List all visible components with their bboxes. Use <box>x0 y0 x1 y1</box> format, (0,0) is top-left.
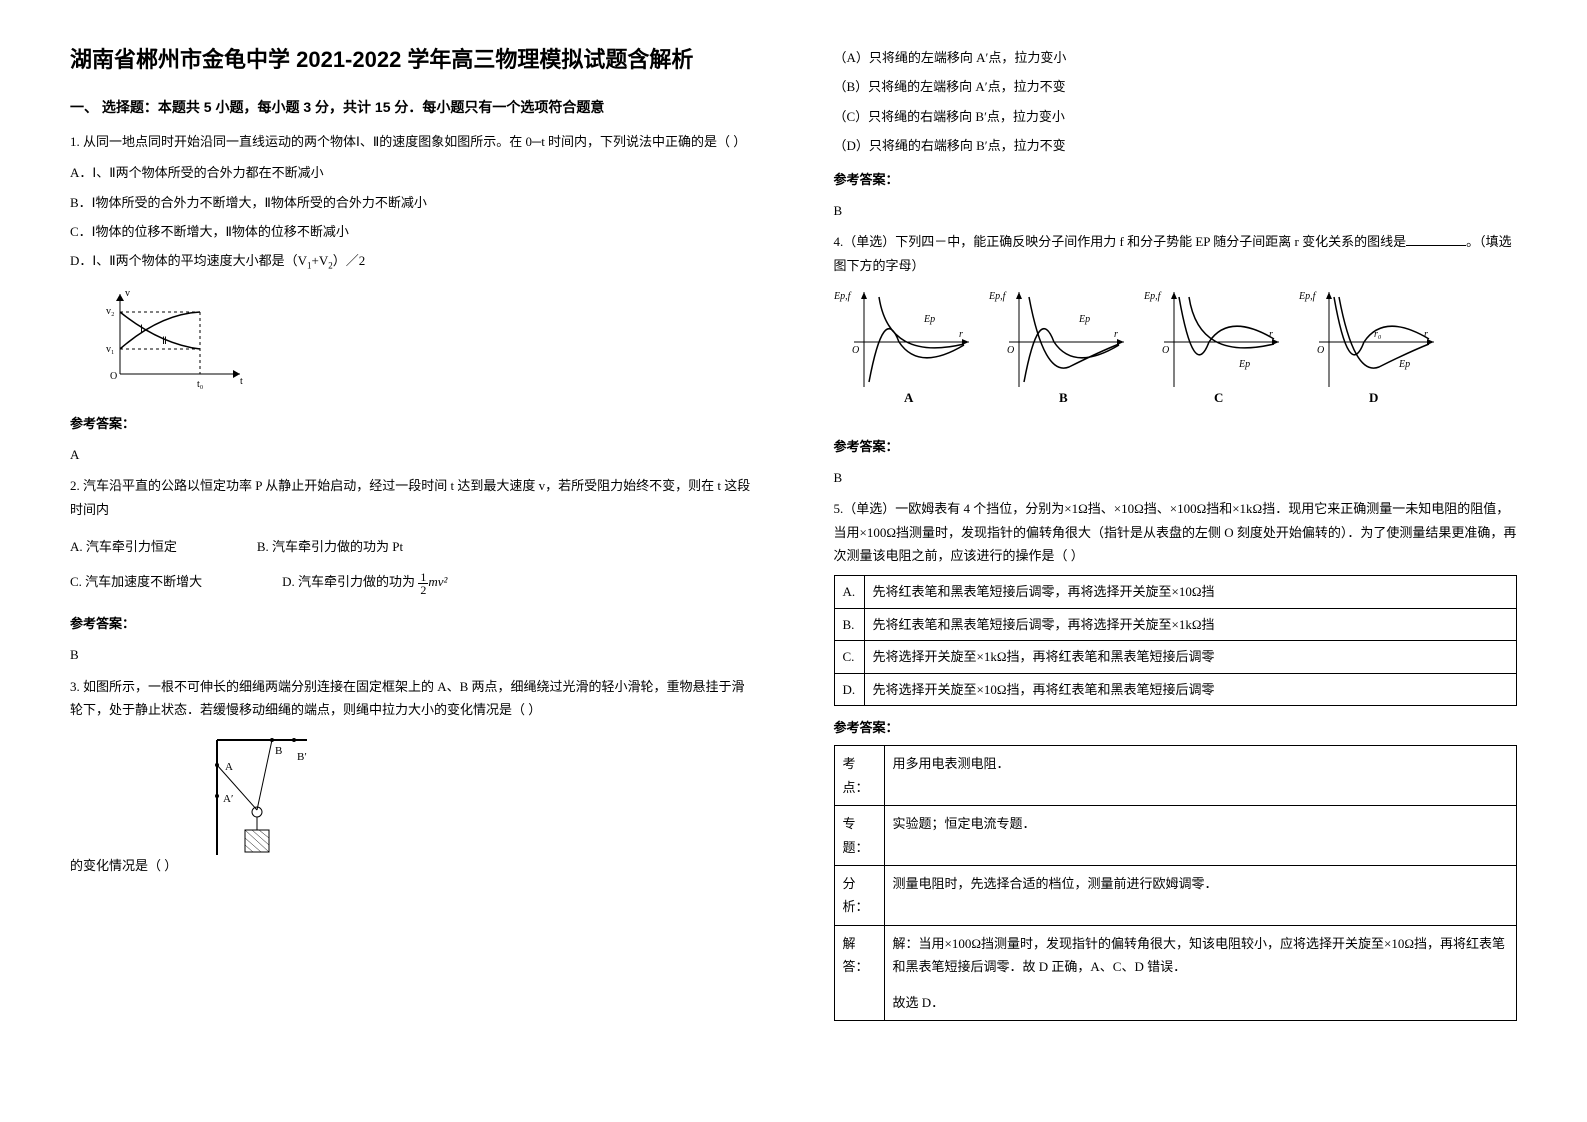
q1-answer-head: 参考答案： <box>70 412 754 435</box>
q5-answer-table: 考点：用多用电表测电阻． 专题：实验题；恒定电流专题． 分析：测量电阻时，先选择… <box>834 745 1518 1021</box>
q1-opt-c: C．Ⅰ物体的位移不断增大，Ⅱ物体的位移不断减小 <box>70 220 754 243</box>
svg-text:v₁: v₁ <box>106 344 115 355</box>
q4-answer: B <box>834 466 1518 489</box>
svg-text:Ep: Ep <box>1398 359 1410 370</box>
svg-text:Ⅰ: Ⅰ <box>140 324 143 335</box>
q4-answer-head: 参考答案： <box>834 435 1518 458</box>
svg-text:r: r <box>1114 329 1118 340</box>
svg-text:D: D <box>1369 390 1378 405</box>
q2-opt-d: D. 汽车牵引力做的功为 12mv² <box>282 570 447 596</box>
svg-text:r: r <box>959 329 963 340</box>
q3-diagram: A A′ B B′ <box>197 730 327 877</box>
right-column: （A）只将绳的左端移向 A′点，拉力变小 （B）只将绳的左端移向 A′点，拉力不… <box>794 30 1558 1092</box>
svg-text:O: O <box>1317 345 1324 356</box>
q5-opt-a: 先将红表笔和黑表笔短接后调零，再将选择开关旋至×10Ω挡 <box>864 576 1517 608</box>
q3-tail: 的变化情况是（ ） <box>70 854 177 877</box>
q5-opt-d: 先将选择开关旋至×10Ω挡，再将红表笔和黑表笔短接后调零 <box>864 673 1517 705</box>
svg-text:t₀: t₀ <box>197 379 204 390</box>
svg-text:Ep,f: Ep,f <box>1143 291 1162 302</box>
q2-answer-head: 参考答案： <box>70 612 754 635</box>
q2-answer: B <box>70 643 754 666</box>
q3-opt-a: （A）只将绳的左端移向 A′点，拉力变小 <box>834 46 1518 69</box>
q1-graph: O v t v₂ v₁ t₀ Ⅰ Ⅱ <box>100 284 754 401</box>
svg-text:Ep,f: Ep,f <box>1298 291 1317 302</box>
svg-text:O: O <box>1162 345 1169 356</box>
svg-text:A′: A′ <box>223 793 233 805</box>
svg-text:Ep: Ep <box>1078 314 1090 325</box>
svg-text:O: O <box>1007 345 1014 356</box>
q3-answer: B <box>834 199 1518 222</box>
svg-text:t: t <box>240 376 243 387</box>
q5-opt-c: 先将选择开关旋至×1kΩ挡，再将红表笔和黑表笔短接后调零 <box>864 641 1517 673</box>
svg-text:Ep: Ep <box>1238 359 1250 370</box>
q5-answer-head: 参考答案： <box>834 716 1518 739</box>
svg-text:Ep: Ep <box>923 314 935 325</box>
q3-answer-head: 参考答案： <box>834 168 1518 191</box>
svg-text:v: v <box>125 288 130 299</box>
svg-text:B′: B′ <box>297 751 307 763</box>
svg-text:O: O <box>110 371 117 382</box>
q4-stem: 4.（单选）下列四－中，能正确反映分子间作用力 f 和分子势能 EP 随分子间距… <box>834 230 1518 277</box>
q3-opt-b: （B）只将绳的左端移向 A′点，拉力不变 <box>834 75 1518 98</box>
svg-text:O: O <box>852 345 859 356</box>
svg-text:B: B <box>275 745 282 757</box>
q5-stem: 5.（单选）一欧姆表有 4 个挡位，分别为×1Ω挡、×10Ω挡、×100Ω挡和×… <box>834 497 1518 567</box>
svg-text:A: A <box>225 761 233 773</box>
section-head: 一、 选择题：本题共 5 小题，每小题 3 分，共计 15 分．每小题只有一个选… <box>70 95 754 120</box>
svg-text:Ep,f: Ep,f <box>988 291 1007 302</box>
svg-text:Ep,f: Ep,f <box>834 291 852 302</box>
q1-opt-a: A．Ⅰ、Ⅱ两个物体所受的合外力都在不断减小 <box>70 161 754 184</box>
q2-opt-c: C. 汽车加速度不断增大 <box>70 570 202 596</box>
q1-opt-b: B．Ⅰ物体所受的合外力不断增大，Ⅱ物体所受的合外力不断减小 <box>70 191 754 214</box>
q5-options-table: A.先将红表笔和黑表笔短接后调零，再将选择开关旋至×10Ω挡 B.先将红表笔和黑… <box>834 575 1518 706</box>
q3-stem: 3. 如图所示，一根不可伸长的细绳两端分别连接在固定框架上的 A、B 两点，细绳… <box>70 675 754 722</box>
svg-text:B: B <box>1059 390 1068 405</box>
svg-text:A: A <box>904 390 914 405</box>
q2-opt-b: B. 汽车牵引力做的功为 Pt <box>257 535 403 558</box>
q2-opt-a: A. 汽车牵引力恒定 <box>70 535 177 558</box>
q2-stem: 2. 汽车沿平直的公路以恒定功率 P 从静止开始启动，经过一段时间 t 达到最大… <box>70 474 754 521</box>
q1-stem: 1. 从同一地点同时开始沿同一直线运动的两个物体Ⅰ、Ⅱ的速度图象如图所示。在 0… <box>70 130 754 153</box>
q3-opt-c: （C）只将绳的右端移向 B′点，拉力变小 <box>834 105 1518 128</box>
left-column: 湖南省郴州市金龟中学 2021-2022 学年高三物理模拟试题含解析 一、 选择… <box>30 30 794 1092</box>
q5-opt-b: 先将红表笔和黑表笔短接后调零，再将选择开关旋至×1kΩ挡 <box>864 608 1517 640</box>
q3-opt-d: （D）只将绳的右端移向 B′点，拉力不变 <box>834 134 1518 157</box>
q1-opt-d: D．Ⅰ、Ⅱ两个物体的平均速度大小都是（V1+V2）／2 <box>70 249 754 274</box>
q4-panels: Ep,f r O Ep A Ep,f r O Ep B <box>834 287 1518 424</box>
svg-text:C: C <box>1214 390 1223 405</box>
svg-text:v₂: v₂ <box>106 306 115 317</box>
q1-answer: A <box>70 443 754 466</box>
svg-text:Ⅱ: Ⅱ <box>162 336 167 347</box>
main-title: 湖南省郴州市金龟中学 2021-2022 学年高三物理模拟试题含解析 <box>70 40 754 80</box>
